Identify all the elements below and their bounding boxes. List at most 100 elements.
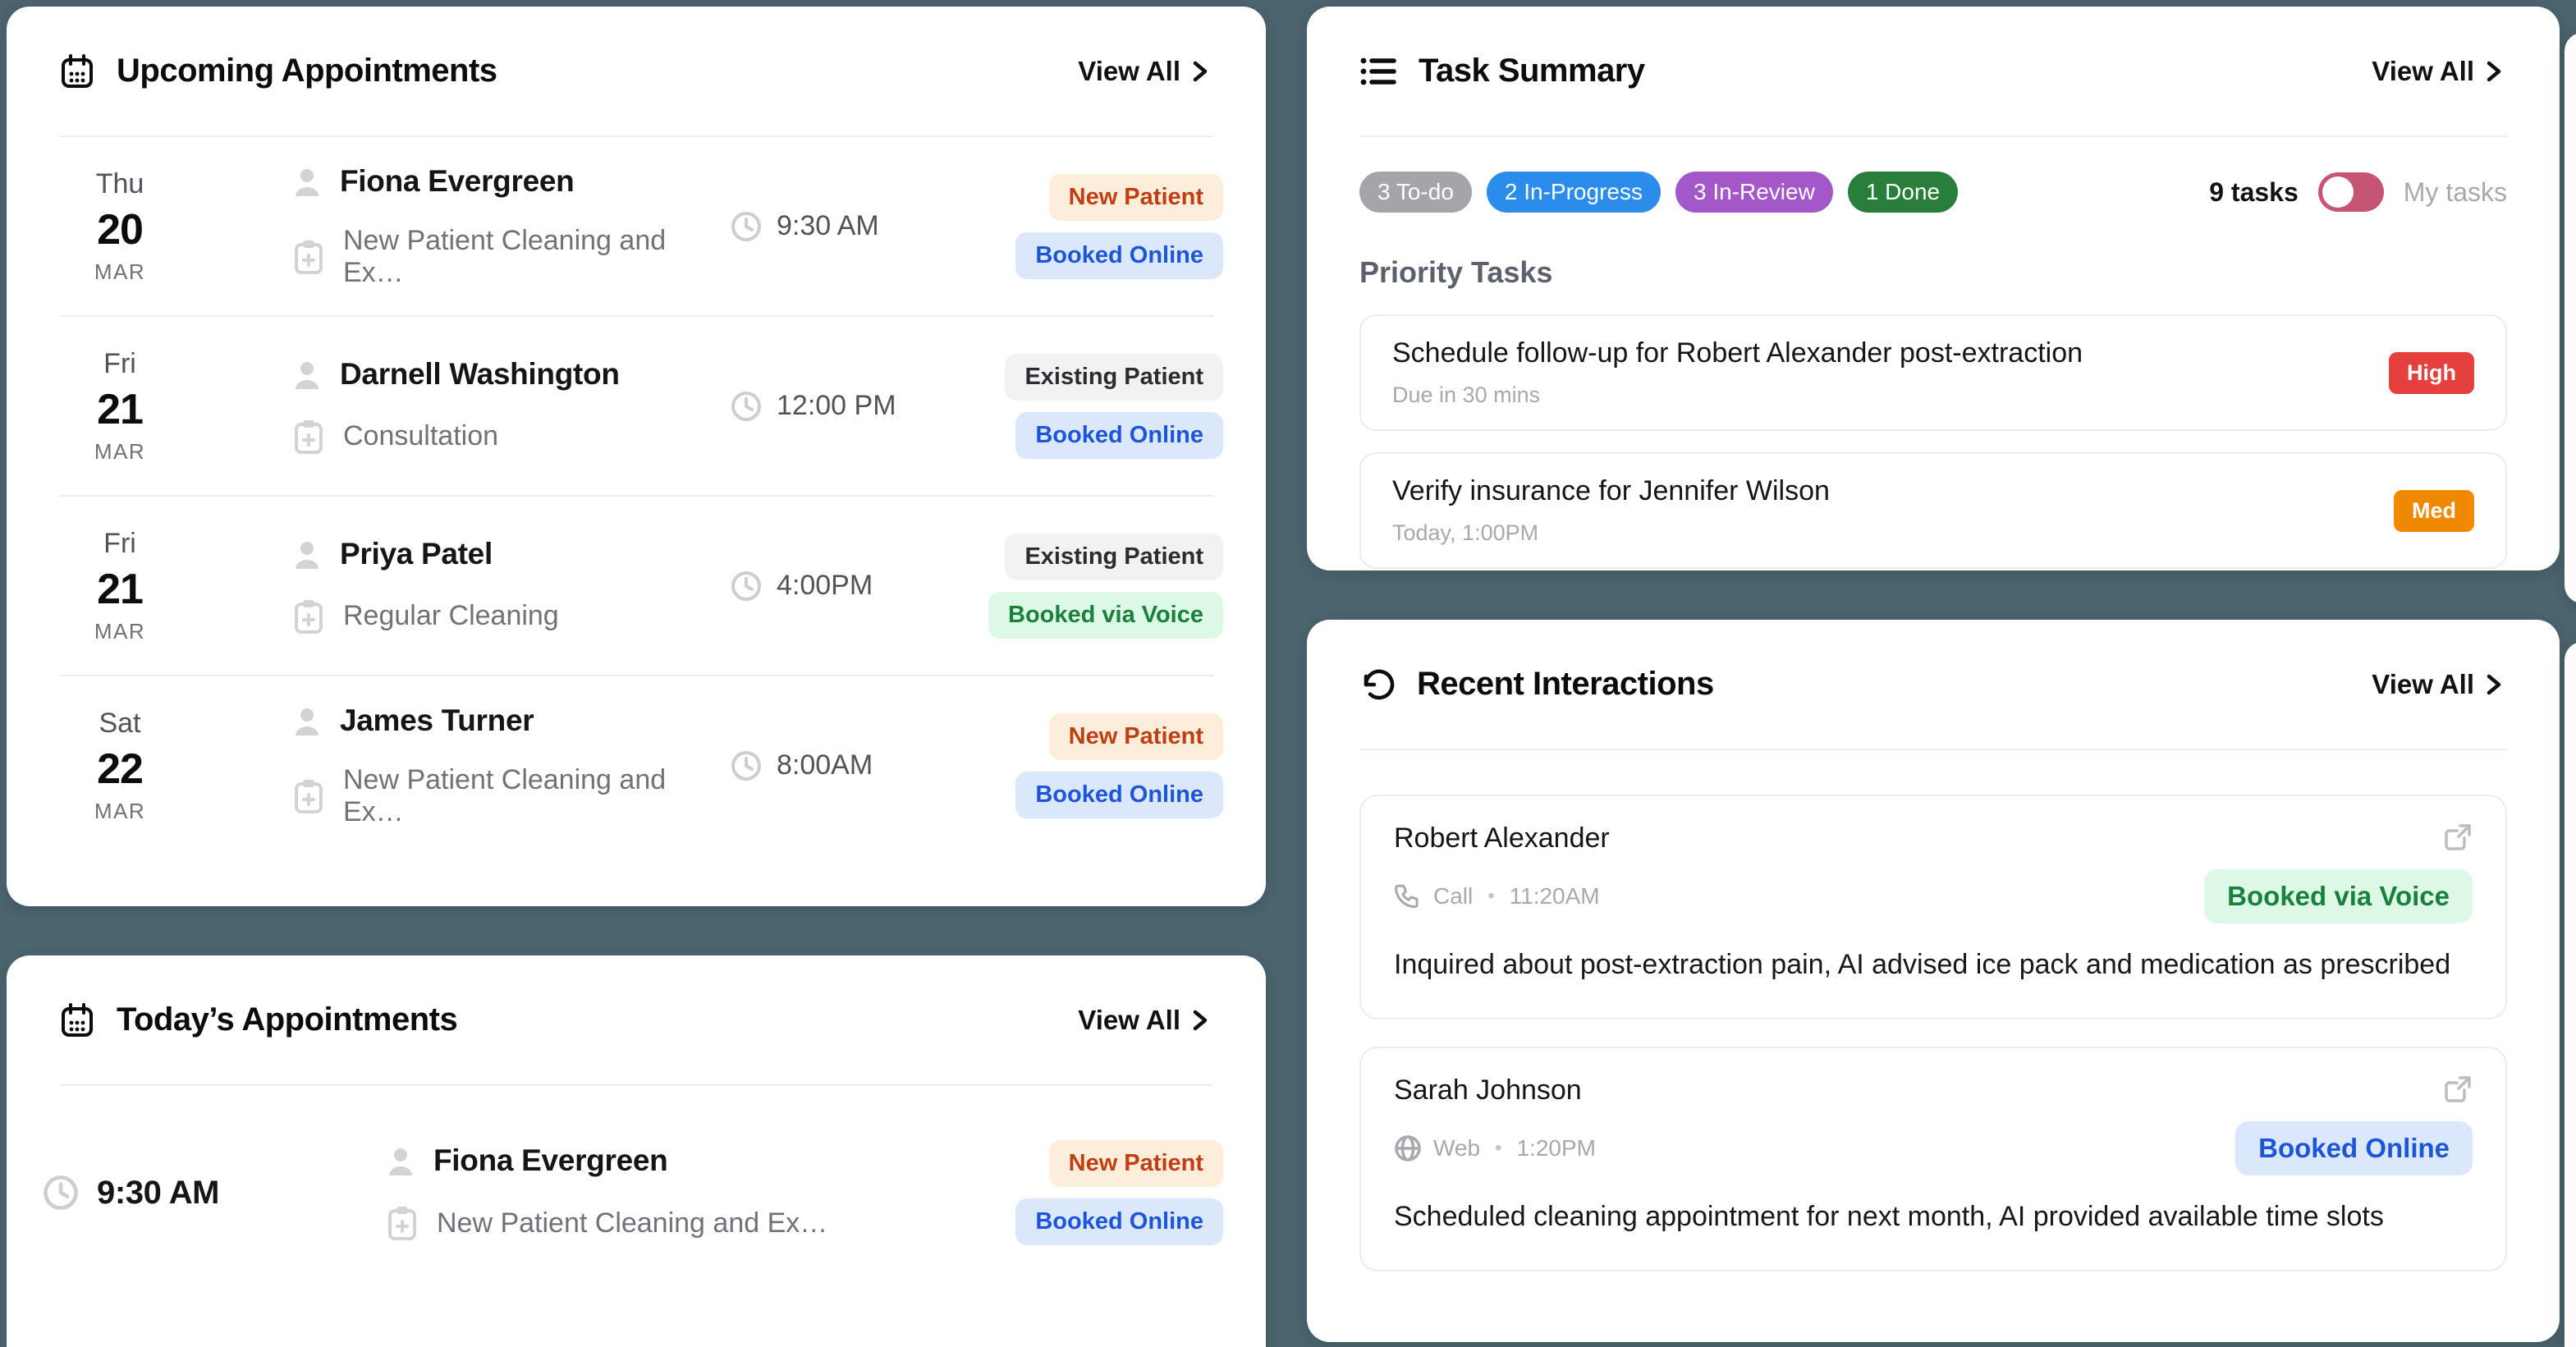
todays-appointments-card: Today’s Appointments View All 9:30 AM Fi… xyxy=(7,955,1266,1347)
patient-name: Fiona Evergreen xyxy=(340,163,575,198)
chevron-right-icon xyxy=(2481,58,2507,85)
dot-separator: • xyxy=(1495,1137,1502,1159)
priority-badge-med: Med xyxy=(2394,489,2474,532)
priority-tasks-heading: Priority Tasks xyxy=(1359,255,1553,289)
task-due: Today, 1:00PM xyxy=(1392,520,1539,545)
contact-name: Robert Alexander xyxy=(1394,822,1610,854)
external-link-icon[interactable] xyxy=(2443,822,2473,850)
booking-source-badge: Booked Online xyxy=(2235,1121,2473,1175)
divider xyxy=(59,675,1213,676)
interaction-top: Robert Alexander xyxy=(1394,822,2473,854)
task-item[interactable]: Schedule follow-up for Robert Alexander … xyxy=(1359,314,2507,431)
appointment-row[interactable]: Sat 22 MAR James Turner New Patient Clea… xyxy=(7,676,1266,854)
interaction-note: Inquired about post-extraction pain, AI … xyxy=(1394,949,2451,980)
interaction-item[interactable]: Robert Alexander Call • 11:20AM Booked v… xyxy=(1359,795,2507,1019)
service-name: New Patient Cleaning and Ex… xyxy=(343,763,667,827)
phone-icon xyxy=(1395,884,1419,909)
booking-source-badge: Booked via Voice xyxy=(988,591,1223,639)
booking-source-badge: Booked Online xyxy=(1015,231,1223,279)
task-status-row: 3 To-do 2 In-Progress 3 In-Review 1 Done… xyxy=(1307,172,2560,213)
task-count: 9 tasks xyxy=(2209,176,2299,207)
view-all-upcoming-link[interactable]: View All xyxy=(1078,56,1213,87)
person-icon xyxy=(296,168,319,196)
card-title: Task Summary xyxy=(1419,53,1645,89)
patient-name: Fiona Evergreen xyxy=(433,1143,668,1177)
clock-icon xyxy=(731,750,761,781)
calendar-icon xyxy=(59,53,95,89)
calendar-icon xyxy=(59,1002,95,1038)
view-all-interactions-link[interactable]: View All xyxy=(2372,669,2507,700)
status-badge-done: 1 Done xyxy=(1847,172,1959,213)
appointment-time: 4:00PM xyxy=(731,570,993,602)
appointment-badges: New Patient Booked Online xyxy=(993,173,1223,279)
appointment-time: 8:00AM xyxy=(731,749,993,781)
peek-card-edge xyxy=(2565,642,2576,1347)
interaction-time: 1:20PM xyxy=(1516,1135,1596,1161)
recent-interactions-header: Recent Interactions View All xyxy=(1307,620,2560,749)
patient-name: Priya Patel xyxy=(340,536,493,570)
appointment-time: 9:30 AM xyxy=(731,210,993,242)
priority-badge-high: High xyxy=(2389,351,2474,394)
patient-name: Darnell Washington xyxy=(340,356,620,391)
appointment-row[interactable]: 9:30 AM Fiona Evergreen New Patient Clea… xyxy=(7,1140,1266,1245)
task-summary-card: Task Summary View All 3 To-do 2 In-Progr… xyxy=(1307,7,2560,570)
clipboard-plus-icon xyxy=(295,598,323,634)
task-info: Verify insurance for Jennifer Wilson Tod… xyxy=(1392,475,2394,546)
divider xyxy=(1359,749,2507,750)
appointment-date: Fri 21 MAR xyxy=(94,527,146,644)
view-all-tasks-link[interactable]: View All xyxy=(2372,56,2507,87)
person-icon xyxy=(296,361,319,389)
todays-appointments-header: Today’s Appointments View All xyxy=(7,955,1266,1084)
task-toggle-group: 9 tasks My tasks xyxy=(2209,172,2507,212)
appointment-badges: New Patient Booked Online xyxy=(993,1140,1223,1245)
clock-icon xyxy=(731,391,761,421)
channel-label: Call xyxy=(1433,883,1474,909)
history-icon xyxy=(1359,667,1396,703)
patient-type-badge: New Patient xyxy=(1048,173,1223,221)
appointment-main: Darnell Washington Consultation xyxy=(194,357,731,456)
card-title: Upcoming Appointments xyxy=(117,53,497,89)
task-item[interactable]: Verify insurance for Jennifer Wilson Tod… xyxy=(1359,452,2507,569)
interaction-time: 11:20AM xyxy=(1509,883,1600,909)
task-title: Verify insurance for Jennifer Wilson xyxy=(1392,475,1830,506)
booking-source-badge: Booked Online xyxy=(1015,1198,1223,1245)
interaction-meta: Call • 11:20AM xyxy=(1394,882,1600,911)
clipboard-plus-icon xyxy=(295,418,323,454)
patient-type-badge: New Patient xyxy=(1048,1140,1223,1187)
patient-type-badge: Existing Patient xyxy=(1005,353,1223,401)
interaction-meta: Web • 1:20PM xyxy=(1394,1134,1596,1162)
clock-icon xyxy=(731,570,761,601)
clock-icon xyxy=(731,211,761,241)
appointment-main: Fiona Evergreen New Patient Cleaning and… xyxy=(348,1143,993,1242)
interaction-note: Scheduled cleaning appointment for next … xyxy=(1394,1201,2384,1232)
upcoming-appointments-header: Upcoming Appointments View All xyxy=(7,7,1266,135)
booking-source-badge: Booked Online xyxy=(1015,771,1223,818)
service-name: Regular Cleaning xyxy=(343,600,559,631)
chevron-right-icon xyxy=(1187,1007,1213,1033)
appointment-badges: Existing Patient Booked Online xyxy=(993,353,1223,459)
person-icon xyxy=(296,708,319,735)
status-badge-todo: 3 To-do xyxy=(1359,172,1472,213)
appointment-time: 9:30 AM xyxy=(43,1175,348,1212)
appointment-row[interactable]: Fri 21 MAR Darnell Washington Consultati… xyxy=(7,317,1266,495)
service-name: New Patient Cleaning and Ex… xyxy=(343,224,667,288)
my-tasks-label: My tasks xyxy=(2403,176,2507,207)
appointment-main: Priya Patel Regular Cleaning xyxy=(194,537,731,635)
chevron-right-icon xyxy=(1187,58,1213,85)
toggle-knob xyxy=(2322,176,2354,208)
appointment-row[interactable]: Fri 21 MAR Priya Patel Regular Cleaning … xyxy=(7,497,1266,675)
interaction-item[interactable]: Sarah Johnson Web • 1:20PM Booked Online… xyxy=(1359,1047,2507,1271)
appointment-row[interactable]: Thu 20 MAR Fiona Evergreen New Patient C… xyxy=(7,137,1266,315)
external-link-icon[interactable] xyxy=(2443,1074,2473,1102)
interaction-meta-row: Call • 11:20AM Booked via Voice xyxy=(1394,869,2473,923)
list-icon xyxy=(1359,53,1397,89)
status-badge-in-progress: 2 In-Progress xyxy=(1486,172,1661,213)
service-name: Consultation xyxy=(343,420,499,451)
status-badge-in-review: 3 In-Review xyxy=(1675,172,1833,213)
divider xyxy=(1359,135,2507,137)
task-summary-header: Task Summary View All xyxy=(1307,7,2560,135)
appointment-date: Sat 22 MAR xyxy=(94,707,146,823)
my-tasks-toggle[interactable] xyxy=(2317,172,2384,212)
view-all-today-link[interactable]: View All xyxy=(1078,1005,1213,1036)
